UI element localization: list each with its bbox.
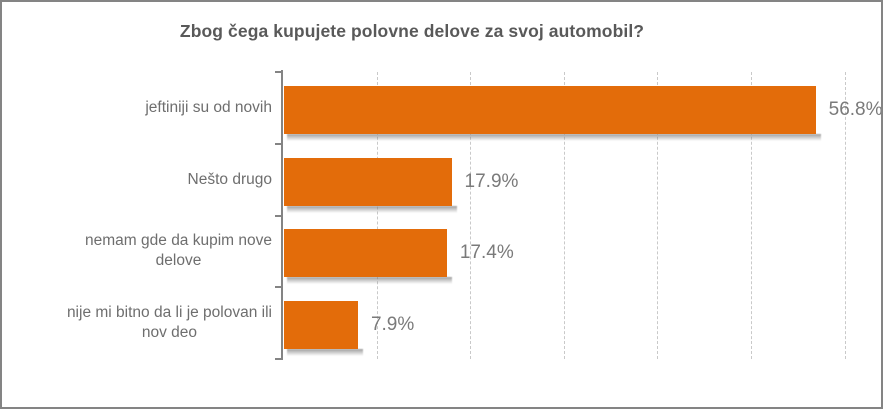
data-label: 17.9% [464,170,519,192]
axis-tick [275,142,283,145]
data-label: 56.8% [828,98,883,120]
gridline [657,72,659,359]
gridline [563,72,565,359]
bar [284,85,816,134]
category-label-text: nije mi bitno da li je polovan ili nov d… [66,304,272,342]
data-label: 7.9% [370,314,415,336]
gridline [470,72,472,359]
category-label-text: Nešto drugo [187,170,272,188]
gridline [751,72,752,359]
bar-shadow [287,349,363,357]
bar [284,157,452,206]
y-axis-line [281,70,283,360]
axis-tick [275,214,283,217]
gridline [376,72,378,359]
data-label: 17.4% [459,242,514,264]
category-label: jeftiniji su od novih [2,72,274,144]
chart-title: Zbog čega kupujete polovne delove za svo… [179,21,645,41]
bar-shadow [287,205,457,213]
bar-shadow [287,277,452,285]
gridline [844,72,846,359]
bar [284,229,447,278]
category-label: nemam gde da kupim nove delove [2,216,274,288]
bar [284,301,358,350]
axis-tick [275,358,283,360]
category-label-text: nemam gde da kupim nove delove [85,232,272,270]
category-label: Nešto drugo [2,144,274,216]
bar-shadow [287,133,821,141]
axis-tick [275,71,283,73]
category-label-text: jeftiniji su od novih [145,98,272,116]
axis-tick [275,286,283,289]
category-axis-labels: jeftiniji su od novih Nešto drugo nemam gd… [2,72,274,359]
category-label: nije mi bitno da li je polovan ili nov d… [2,287,274,359]
